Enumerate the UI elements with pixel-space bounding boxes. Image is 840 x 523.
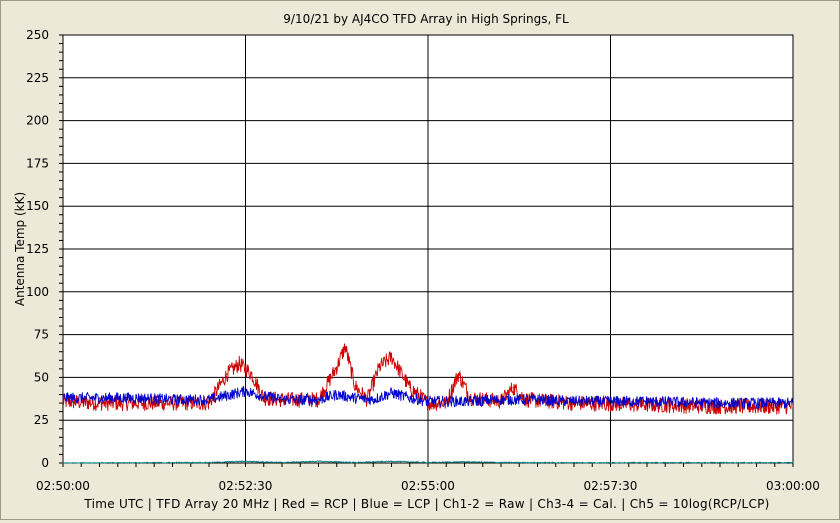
data-point-ch5-5 (354, 461, 356, 464)
data-point-rcp-16 (390, 356, 393, 358)
data-point-lcp-7 (281, 399, 283, 401)
data-point-lcp-3 (171, 399, 174, 401)
data-point-ch5-0 (62, 462, 64, 464)
y-tick-labels: 0 25 50 75 100 125 150 175 200 225 250 (26, 28, 49, 470)
data-point-rcp-23 (512, 387, 514, 389)
data-point-rcp-5 (226, 373, 228, 375)
grid-lines (63, 35, 793, 463)
data-point-lcp-14 (427, 400, 429, 402)
y-tick-label-0: 0 (41, 456, 49, 470)
data-point-lcp-9 (336, 393, 338, 396)
data-point-lcp-10 (354, 397, 356, 399)
y-tick-label-1: 25 (34, 413, 49, 427)
data-point-lcp-18 (573, 400, 575, 402)
data-point-lcp-8 (317, 399, 320, 401)
data-point-ch5-12 (792, 462, 794, 464)
data-point-rcp-6 (238, 363, 241, 365)
data-point-rcp-13 (354, 385, 356, 387)
data-point-lcp-21 (792, 402, 794, 404)
data-point-lcp-17 (536, 399, 539, 401)
data-point-lcp-12 (390, 392, 393, 394)
y-tick-label-6: 150 (26, 199, 49, 213)
series-line-lcp (62, 385, 794, 409)
data-point-ch5-6 (390, 460, 393, 462)
data-point-lcp-11 (372, 399, 374, 401)
data-point-ch5-7 (427, 461, 429, 464)
data-point-lcp-4 (208, 399, 210, 401)
data-point-rcp-0 (62, 400, 64, 402)
y-tick-label-7: 175 (26, 156, 49, 170)
x-tick-labels: 02:50:00 02:52:30 02:55:00 02:57:30 03:00:00 (36, 479, 820, 493)
y-tick-label-5: 125 (26, 242, 49, 256)
data-point-lcp-6 (263, 395, 265, 397)
data-point-ch5-2 (244, 460, 247, 462)
data-point-lcp-19 (646, 400, 648, 402)
data-point-rcp-15 (378, 366, 380, 368)
data-point-lcp-5 (244, 390, 247, 392)
data-point-lcp-16 (500, 399, 502, 401)
data-point-rcp-20 (457, 373, 460, 375)
data-point-ch5-10 (573, 462, 575, 464)
data-point-ch5-4 (317, 460, 320, 462)
data-point-rcp-7 (250, 373, 253, 375)
y-tick-label-8: 200 (26, 114, 49, 128)
y-tick-label-10: 250 (26, 28, 49, 42)
data-point-lcp-13 (409, 397, 411, 399)
data-point-ch5-9 (500, 461, 502, 464)
data-point-rcp-12 (344, 345, 346, 348)
minor-ticks (59, 34, 794, 467)
x-tick-label-3: 02:57:30 (584, 479, 638, 493)
x-axis-label: Time UTC | TFD Array 20 MHz | Red = RCP … (83, 497, 769, 511)
data-point-lcp-20 (719, 402, 721, 404)
data-point-lcp-0 (62, 397, 64, 399)
y-tick-label-9: 225 (26, 71, 49, 85)
x-tick-label-0: 02:50:00 (36, 479, 90, 493)
data-point-ch5-1 (208, 461, 210, 464)
plot-data (62, 343, 794, 464)
data-point-rcp-28 (792, 405, 794, 408)
data-point-lcp-15 (463, 400, 466, 402)
x-tick-label-4: 03:00:00 (766, 479, 820, 493)
x-tick-label-1: 02:52:30 (219, 479, 273, 493)
x-tick-label-2: 02:55:00 (401, 479, 455, 493)
data-point-lcp-1 (98, 397, 101, 399)
data-point-ch5-8 (463, 461, 466, 463)
data-point-ch5-3 (281, 461, 283, 464)
data-point-ch5-11 (646, 462, 648, 464)
y-tick-label-4: 100 (26, 285, 49, 299)
chart-title: 9/10/21 by AJ4CO TFD Array in High Sprin… (283, 12, 569, 26)
data-point-rcp-11 (336, 366, 338, 368)
data-point-rcp-2 (135, 402, 137, 404)
data-point-lcp-2 (135, 397, 137, 399)
y-axis-label: Antenna Temp (kK) (13, 192, 27, 306)
data-point-rcp-17 (409, 387, 411, 389)
y-tick-label-3: 75 (34, 328, 49, 342)
y-tick-label-2: 50 (34, 370, 49, 384)
